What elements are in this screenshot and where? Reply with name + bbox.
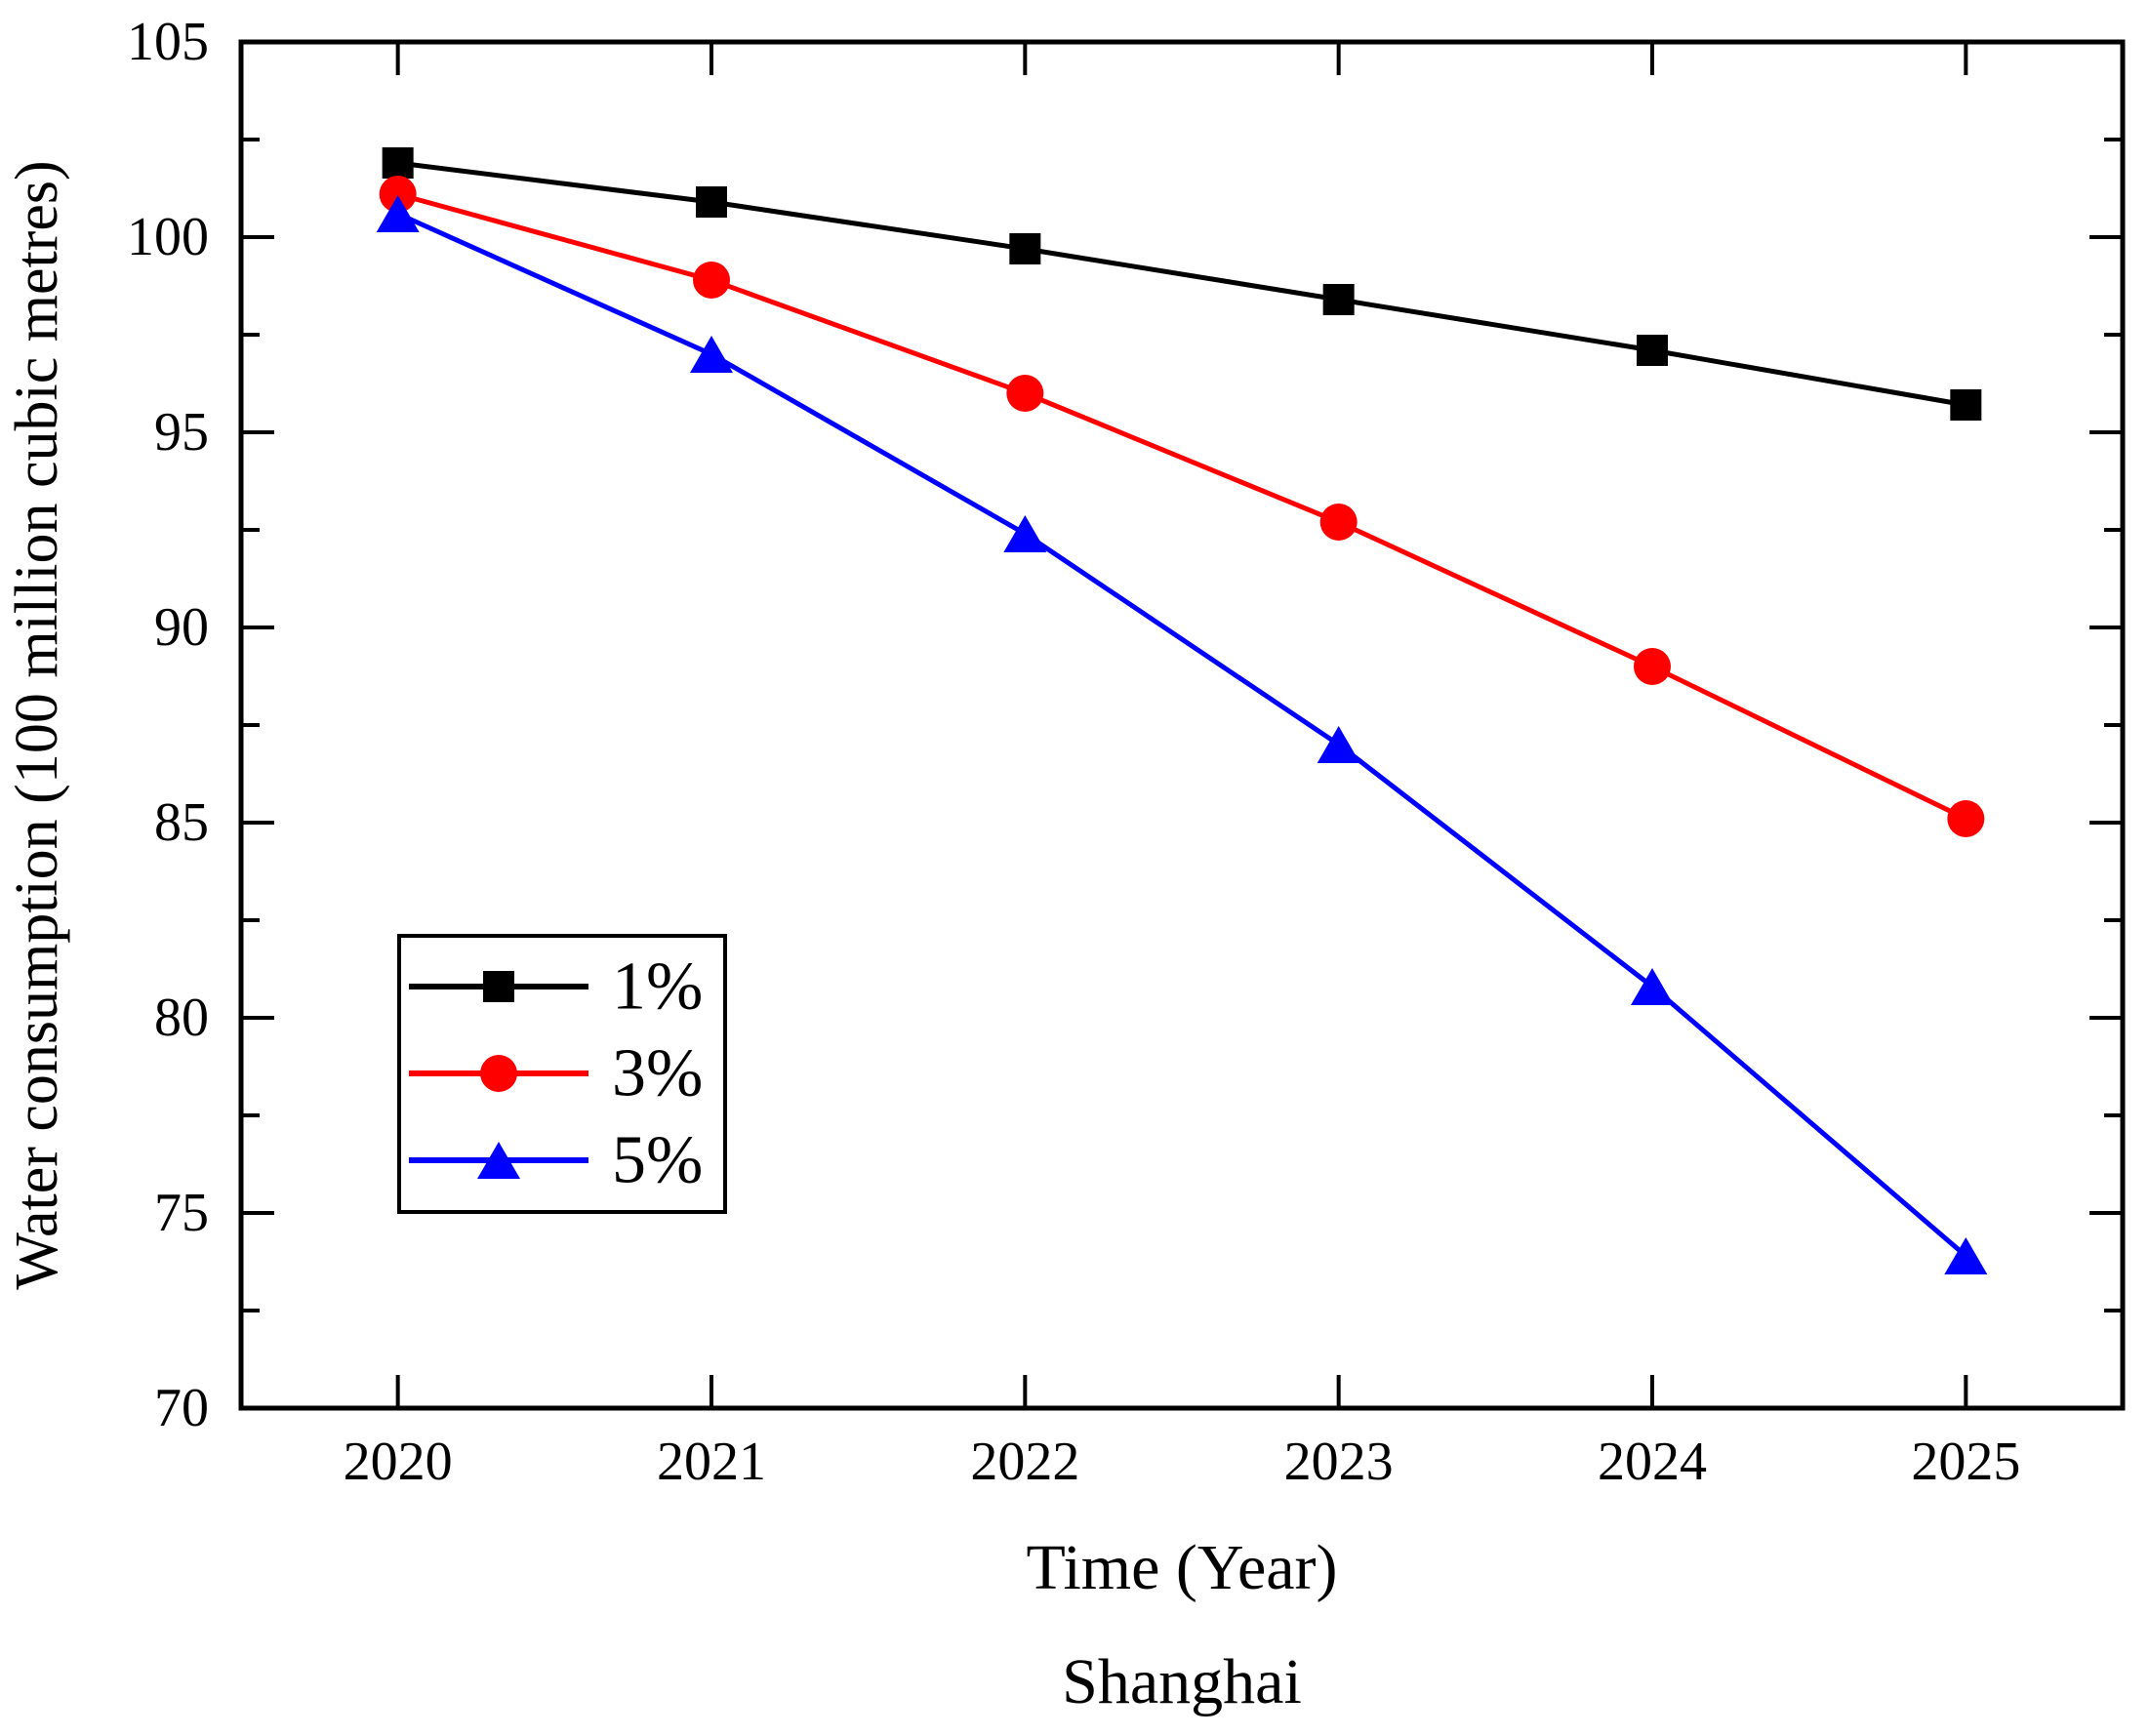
data-point-marker-2020: [382, 147, 414, 179]
data-point-marker-2025: [1944, 1237, 1988, 1274]
legend-label-3pct: 3%: [612, 1036, 703, 1111]
series-line-square: [397, 160, 1967, 408]
data-point-marker-2024: [1634, 648, 1671, 685]
y-tick-label: 70: [154, 1378, 209, 1438]
series-line-circle: [397, 191, 1967, 822]
legend-row-1pct: 1%: [409, 949, 703, 1025]
x-tick-label: 2022: [970, 1432, 1079, 1492]
circle-marker-icon: [409, 1055, 588, 1092]
legend-label-1pct: 1%: [612, 949, 703, 1025]
legend-row-3pct: 3%: [409, 1036, 703, 1111]
triangle-marker-icon: [409, 1142, 588, 1179]
x-tick-label: 2024: [1598, 1432, 1707, 1492]
data-point-marker-2020: [376, 195, 420, 232]
data-point-marker-2025: [1947, 800, 1985, 837]
legend-key-marker: [483, 971, 514, 1002]
data-point-marker-2022: [1009, 233, 1041, 264]
data-point-marker-2024: [1631, 968, 1674, 1005]
y-tick-label: 90: [154, 597, 209, 658]
legend-key-marker: [480, 1055, 517, 1092]
x-tick-label: 2025: [1911, 1432, 2020, 1492]
legend-row-5pct: 5%: [409, 1123, 703, 1198]
data-point-marker-2025: [1950, 389, 1982, 421]
data-point-marker-2023: [1322, 284, 1355, 315]
data-point-marker-2021: [690, 336, 733, 373]
axes-layer: 70 75 80 85 90 95 100 105 2020 2021 2022 2023 2024 20…: [127, 12, 2123, 1492]
y-tick-label: 95: [154, 402, 209, 463]
legend-label-5pct: 5%: [612, 1123, 703, 1198]
y-tick-label: 105: [127, 12, 209, 72]
x-axis-title: Time (Year): [1026, 1532, 1337, 1603]
y-tick-label: 100: [127, 207, 209, 267]
y-axis-title: Water consumption (100 million cubic met…: [4, 160, 70, 1289]
data-point-marker-2021: [696, 186, 727, 218]
data-point-marker-2022: [1003, 515, 1047, 552]
series-line-triangle: [396, 211, 1967, 1258]
data-point-marker-2021: [693, 262, 730, 299]
data-point-marker-2023: [1319, 504, 1358, 541]
y-tick-label: 75: [154, 1183, 209, 1243]
series-layer: [376, 147, 1988, 1274]
x-tick-label: 2021: [657, 1432, 766, 1492]
square-marker-icon: [409, 971, 588, 1002]
data-point-marker-2022: [1006, 375, 1044, 412]
x-tick-label: 2023: [1284, 1432, 1394, 1492]
data-point-marker-2024: [1637, 335, 1668, 366]
legend: 1% 3% 5%: [397, 934, 727, 1214]
y-tick-label: 85: [154, 792, 209, 853]
chart-subtitle: Shanghai: [1062, 1646, 1302, 1717]
data-point-marker-2020: [379, 176, 417, 213]
x-tick-label: 2020: [344, 1432, 453, 1492]
legend-key-marker: [477, 1142, 520, 1179]
plot-frame: [238, 39, 2126, 1411]
y-tick-label: 80: [154, 988, 209, 1048]
data-point-marker-2023: [1317, 726, 1360, 763]
